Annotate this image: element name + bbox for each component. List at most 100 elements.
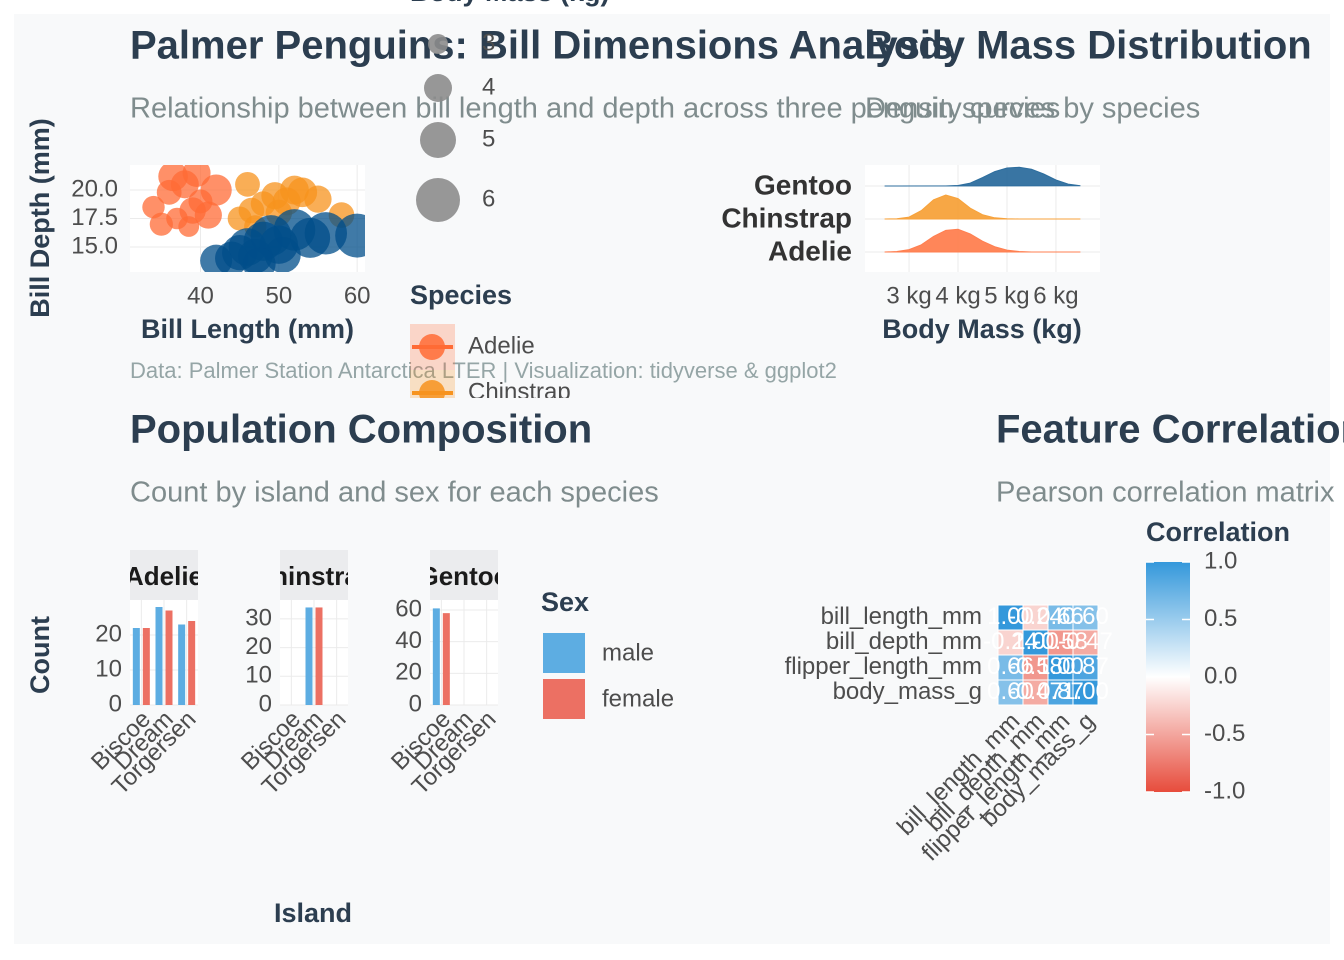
facet-title: Adelie	[125, 561, 203, 591]
point	[200, 174, 232, 206]
cell-label: 1.00	[1012, 628, 1059, 655]
cell-label: 0.87	[1037, 678, 1084, 705]
legend-key	[419, 334, 445, 360]
x-tick-label: 3 kg	[886, 282, 931, 309]
bar	[315, 607, 323, 705]
heatmap-cell	[1022, 604, 1049, 631]
chart-subtitle: Density curves by species	[865, 93, 1200, 125]
legend-label: Adelie	[468, 332, 535, 359]
y-category-label: Gentoo	[754, 169, 852, 200]
heatmap-cell	[1022, 679, 1049, 706]
y-tick-label: 0	[409, 690, 422, 717]
x-axis-title: Bill Length (mm)	[141, 314, 354, 344]
point	[142, 195, 165, 219]
point	[194, 201, 222, 229]
size-legend-key	[420, 122, 456, 158]
legend-title: Body Mass (kg)	[410, 0, 610, 7]
cell-label: -0.24	[1008, 603, 1063, 630]
chart-subtitle: Pearson correlation matrix	[996, 477, 1335, 509]
bar	[155, 607, 163, 705]
bar	[142, 628, 150, 705]
cell-label: 1.00	[987, 603, 1034, 630]
density-ridge	[884, 194, 1081, 220]
legend-key	[419, 380, 445, 398]
cell-label: 0.66	[1037, 603, 1084, 630]
strip-clip: Adelie	[125, 561, 203, 591]
facet-title: Chinstrap	[253, 561, 374, 591]
x-tick-label: 60	[344, 282, 371, 309]
density-ridge	[884, 166, 1081, 187]
point	[304, 212, 348, 255]
colorbar-label: 1.0	[1204, 547, 1237, 574]
y-tick-label: 30	[245, 604, 272, 631]
size-legend-label: 3	[482, 29, 495, 56]
colorbar-label: 0.0	[1204, 662, 1237, 689]
y-axis-title: Bill Depth (mm)	[25, 118, 55, 318]
y-tick-label: bill_depth_mm	[826, 628, 982, 655]
colorbar-label: -0.5	[1204, 720, 1245, 747]
legend-title: Sex	[541, 587, 589, 617]
heatmap-cell	[1022, 654, 1049, 681]
legend-key	[543, 633, 585, 673]
legend-key	[543, 679, 585, 719]
x-tick-label: 5 kg	[984, 282, 1029, 309]
y-tick-label: 20	[245, 633, 272, 660]
y-tick-label: body_mass_g	[833, 678, 982, 705]
y-tick-label: 0	[109, 690, 122, 717]
point	[304, 185, 332, 213]
y-tick-label: 60	[395, 595, 422, 622]
y-tick-label: 20	[395, 659, 422, 686]
x-tick-label: 40	[187, 282, 214, 309]
x-tick-label: 6 kg	[1033, 282, 1078, 309]
bar	[188, 621, 196, 705]
point	[182, 165, 211, 187]
density-ridge	[884, 228, 1081, 253]
size-legend-label: 4	[482, 73, 495, 100]
x-axis-title: Body Mass (kg)	[882, 314, 1082, 344]
chart-subtitle: Relationship between bill length and dep…	[130, 93, 1060, 125]
y-tick-label: 15.0	[71, 232, 118, 259]
y-axis-title: Count	[25, 616, 55, 694]
strip-clip: Chinstrap	[253, 561, 374, 591]
point	[335, 213, 365, 258]
x-tick-label: 4 kg	[935, 282, 980, 309]
chart-title: Body Mass Distribution	[865, 24, 1312, 68]
facet-strip	[130, 550, 198, 600]
y-tick-label: 10	[245, 662, 272, 689]
legend-label: female	[602, 685, 674, 712]
x-axis-title: Island	[274, 898, 352, 928]
cell-label: 1.00	[1037, 653, 1084, 680]
facet-title: Gentoo	[419, 561, 510, 591]
size-legend-key	[424, 74, 452, 102]
colorbar-label: 0.5	[1204, 605, 1237, 632]
heatmap-cell	[1072, 679, 1099, 706]
point	[235, 171, 260, 197]
bar	[432, 608, 440, 705]
chart-subtitle: Count by island and sex for each species	[130, 477, 659, 509]
y-tick-label: 17.5	[71, 204, 118, 231]
cell-label: -0.58	[1008, 653, 1063, 680]
bar	[178, 624, 186, 705]
facet-strip	[280, 550, 348, 600]
point	[178, 216, 200, 237]
y-tick-label: 20.0	[71, 175, 118, 202]
caption: Data: Palmer Station Antarctica LTER | V…	[130, 358, 837, 383]
colorbar-label: -1.0	[1204, 777, 1245, 804]
y-tick-label: 40	[395, 627, 422, 654]
y-tick-label: 0	[259, 690, 272, 717]
legend-label: Chinstrap	[468, 378, 571, 405]
size-legend-label: 5	[482, 125, 495, 152]
point	[242, 247, 276, 272]
y-tick-label: bill_length_mm	[821, 603, 982, 630]
strip-clip: Gentoo	[419, 561, 510, 591]
heatmap-cell	[997, 629, 1024, 656]
size-legend-key	[428, 34, 448, 54]
cell-label: 1.00	[1062, 678, 1109, 705]
cell-label: 0.60	[987, 678, 1034, 705]
y-category-label: Chinstrap	[721, 202, 852, 233]
y-tick-label: 20	[95, 620, 122, 647]
chart-title: Palmer Penguins: Bill Dimensions Analysi…	[130, 24, 953, 68]
cell-label: -0.58	[1033, 628, 1088, 655]
point	[158, 165, 188, 192]
